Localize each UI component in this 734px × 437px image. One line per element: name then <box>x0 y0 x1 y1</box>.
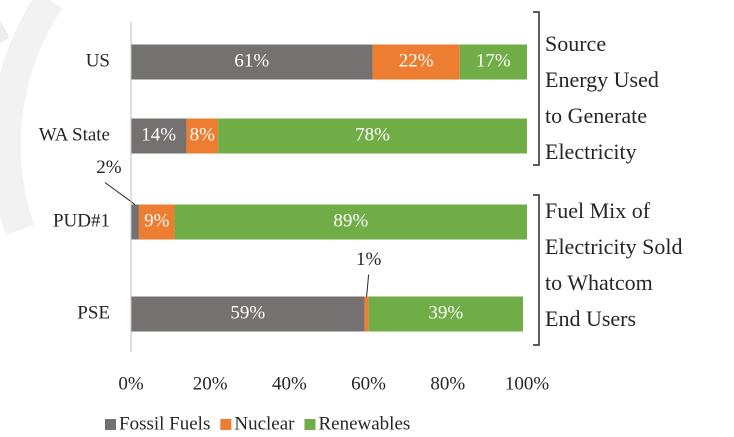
bar-segment <box>131 204 139 240</box>
bar-segment <box>186 118 219 154</box>
legend-label: Fossil Fuels <box>119 413 210 434</box>
data-label: 8% <box>190 124 216 145</box>
data-label: 17% <box>476 50 511 71</box>
annotation: Electricity <box>545 139 637 164</box>
data-label: 2% <box>96 157 122 178</box>
x-tick-label: 40% <box>272 373 307 394</box>
leader-line <box>366 274 370 297</box>
bar-segment <box>131 118 187 154</box>
category-label: WA State <box>39 124 110 145</box>
leader-line <box>104 182 136 205</box>
annotation: End Users <box>545 306 636 331</box>
annotation: to Whatcom <box>545 270 653 295</box>
annotation: Fuel Mix of <box>545 198 651 223</box>
data-label: 39% <box>428 302 463 323</box>
watermark <box>0 0 63 235</box>
x-tick-label: 0% <box>118 373 144 394</box>
bar-segment <box>138 204 175 240</box>
data-label: 59% <box>230 302 265 323</box>
bar-segment <box>131 44 373 80</box>
category-label: PUD#1 <box>53 210 110 231</box>
legend-label: Renewables <box>318 413 410 434</box>
annotation: to Generate <box>545 103 647 128</box>
data-label: 9% <box>144 210 170 231</box>
legend-swatch <box>304 419 316 430</box>
data-label: 14% <box>141 124 176 145</box>
data-label: 22% <box>399 50 434 71</box>
bar-segment <box>364 296 369 332</box>
legend-label: Nuclear <box>234 413 295 434</box>
annotation: Source <box>545 31 606 56</box>
x-tick-label: 100% <box>505 373 550 394</box>
legend-swatch <box>105 419 116 430</box>
bar-segment <box>459 44 527 80</box>
category-label: US <box>86 50 110 71</box>
bar-segment <box>218 118 527 154</box>
x-tick-label: 80% <box>430 373 465 394</box>
data-label: 1% <box>356 249 382 270</box>
bar-segment <box>131 296 365 332</box>
legend-swatch <box>220 419 232 430</box>
x-tick-label: 60% <box>351 373 386 394</box>
data-label: 78% <box>355 124 390 145</box>
bar-segment <box>368 296 524 332</box>
annotation: Energy Used <box>545 67 659 92</box>
bar-segment <box>372 44 460 80</box>
data-label: 89% <box>333 210 368 231</box>
category-label: PSE <box>77 302 110 323</box>
bracket <box>533 194 540 346</box>
annotation: Electricity Sold <box>545 234 682 259</box>
data-label: 61% <box>234 50 269 71</box>
x-tick-label: 20% <box>193 373 228 394</box>
bar-segment <box>174 204 527 240</box>
bracket <box>533 11 540 166</box>
